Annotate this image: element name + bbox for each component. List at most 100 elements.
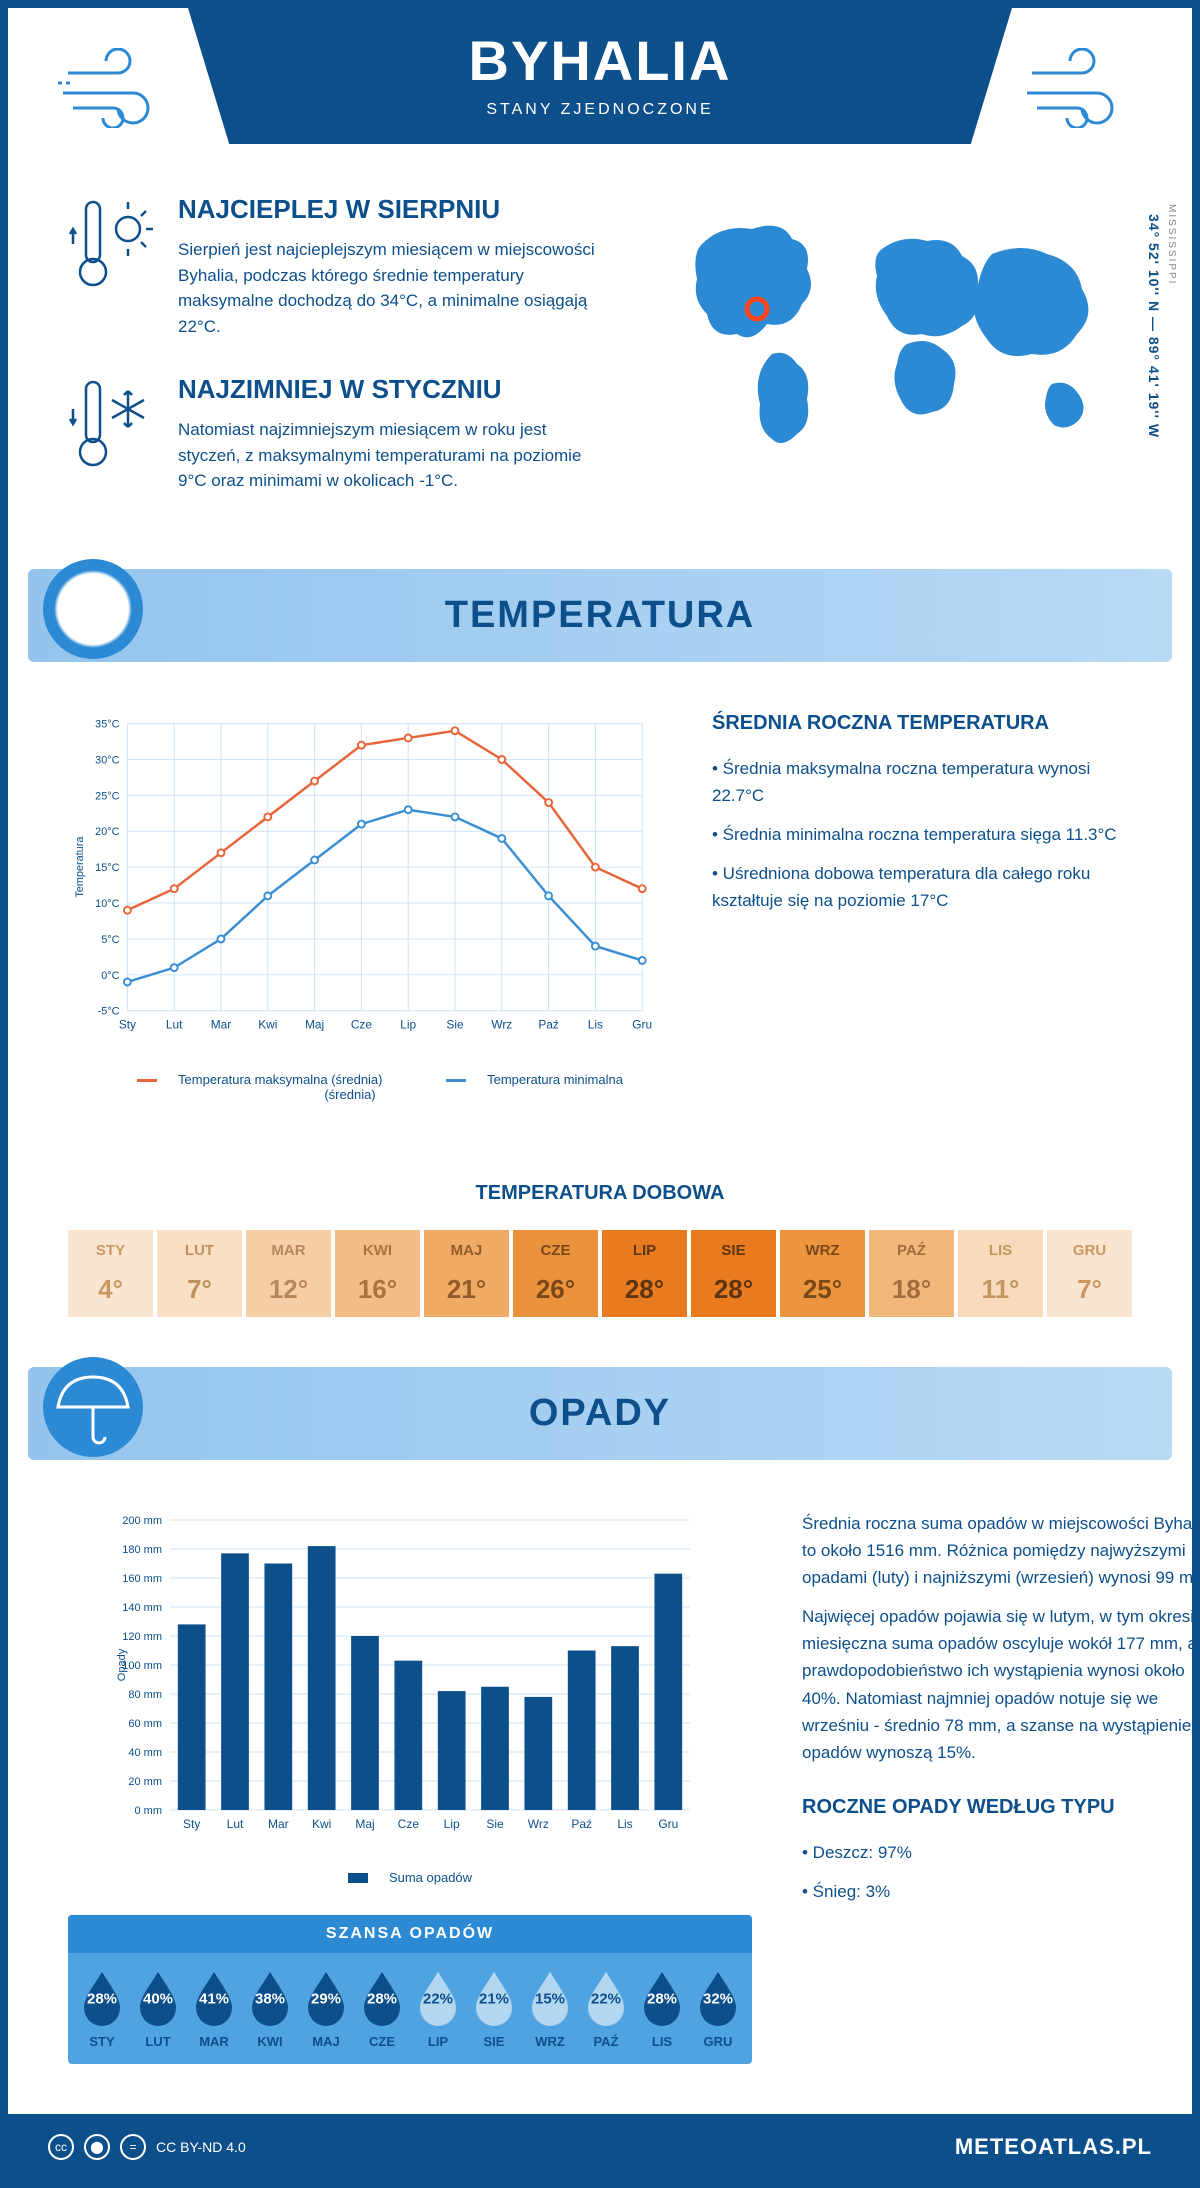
svg-text:0°C: 0°C xyxy=(101,969,119,981)
svg-text:Sty: Sty xyxy=(183,1817,200,1831)
svg-text:Sie: Sie xyxy=(446,1017,464,1031)
temperature-banner: TEMPERATURA xyxy=(28,569,1172,662)
daily-temp-title: TEMPERATURA DOBOWA xyxy=(68,1182,1132,1205)
sun-icon xyxy=(43,559,143,659)
svg-text:160 mm: 160 mm xyxy=(122,1573,162,1585)
precip-type: • Deszcz: 97% xyxy=(802,1839,1200,1866)
warmest-title: NAJCIEPLEJ W SIERPNIU xyxy=(178,194,612,225)
site-name: METEOATLAS.PL xyxy=(955,2134,1152,2160)
temp-cell: SIE28° xyxy=(691,1230,776,1317)
svg-text:Lut: Lut xyxy=(166,1017,183,1031)
temp-cell: KWI16° xyxy=(335,1230,420,1317)
svg-text:60 mm: 60 mm xyxy=(128,1718,162,1730)
svg-text:25°C: 25°C xyxy=(95,790,119,802)
svg-text:Mar: Mar xyxy=(211,1017,231,1031)
svg-text:Kwi: Kwi xyxy=(312,1817,331,1831)
thermometer-cold-icon xyxy=(68,374,158,474)
precip-type: • Śnieg: 3% xyxy=(802,1878,1200,1905)
world-map: MISSISSIPPI 34° 52' 10'' N — 89° 41' 19'… xyxy=(652,194,1132,529)
svg-text:15°C: 15°C xyxy=(95,862,119,874)
svg-text:Cze: Cze xyxy=(351,1017,373,1031)
precip-drop: 28%CZE xyxy=(358,1968,406,2049)
precip-type-title: ROCZNE OPADY WEDŁUG TYPU xyxy=(802,1796,1200,1819)
wind-icon xyxy=(58,48,178,128)
precip-drop: 22%PAŹ xyxy=(582,1968,630,2049)
svg-text:10°C: 10°C xyxy=(95,897,119,909)
precipitation-bar-chart: 0 mm20 mm40 mm60 mm80 mm100 mm120 mm140 … xyxy=(68,1510,752,1850)
svg-text:Paź: Paź xyxy=(538,1017,559,1031)
svg-text:Lis: Lis xyxy=(617,1817,632,1831)
svg-text:Mar: Mar xyxy=(268,1817,289,1831)
coldest-text: Natomiast najzimniejszym miesiącem w rok… xyxy=(178,417,612,494)
warmest-block: NAJCIEPLEJ W SIERPNIU Sierpień jest najc… xyxy=(68,194,612,339)
svg-text:Lut: Lut xyxy=(227,1817,244,1831)
precipitation-banner: OPADY xyxy=(28,1367,1172,1460)
svg-text:Temperatura: Temperatura xyxy=(74,835,86,897)
svg-text:Gru: Gru xyxy=(658,1817,678,1831)
svg-text:Lip: Lip xyxy=(444,1817,460,1831)
precipitation-chance-panel: SZANSA OPADÓW 28%STY40%LUT41%MAR38%KWI29… xyxy=(68,1915,752,2064)
avg-temp-title: ŚREDNIA ROCZNA TEMPERATURA xyxy=(712,712,1132,735)
temp-cell: WRZ25° xyxy=(780,1230,865,1317)
warmest-text: Sierpień jest najcieplejszym miesiącem w… xyxy=(178,237,612,339)
page-subtitle: STANY ZJEDNOCZONE xyxy=(188,101,1012,119)
svg-text:40 mm: 40 mm xyxy=(128,1747,162,1759)
temp-cell: MAR12° xyxy=(246,1230,331,1317)
svg-text:Gru: Gru xyxy=(632,1017,652,1031)
svg-text:0 mm: 0 mm xyxy=(135,1805,163,1817)
temp-cell: LIP28° xyxy=(602,1230,687,1317)
temp-bullet: • Uśredniona dobowa temperatura dla całe… xyxy=(712,860,1132,914)
svg-text:-5°C: -5°C xyxy=(98,1005,120,1017)
cc-icon: cc xyxy=(48,2134,74,2160)
by-icon: ⬤ xyxy=(84,2134,110,2160)
wind-icon xyxy=(1022,48,1142,128)
precip-drop: 32%GRU xyxy=(694,1968,742,2049)
temp-bullet: • Średnia minimalna roczna temperatura s… xyxy=(712,821,1132,848)
svg-text:Wrz: Wrz xyxy=(491,1017,512,1031)
thermometer-hot-icon xyxy=(68,194,158,294)
svg-text:180 mm: 180 mm xyxy=(122,1544,162,1556)
precipitation-legend: Suma opadów xyxy=(68,1870,752,1885)
svg-text:Maj: Maj xyxy=(305,1017,324,1031)
svg-text:20°C: 20°C xyxy=(95,826,119,838)
umbrella-icon xyxy=(43,1357,143,1457)
coordinates: 34° 52' 10'' N — 89° 41' 19'' W xyxy=(1146,214,1162,438)
svg-text:Lis: Lis xyxy=(588,1017,603,1031)
svg-text:100 mm: 100 mm xyxy=(122,1660,162,1672)
svg-text:Maj: Maj xyxy=(355,1817,374,1831)
precip-drop: 22%LIP xyxy=(414,1968,462,2049)
svg-text:Sty: Sty xyxy=(119,1017,136,1031)
temp-cell: MAJ21° xyxy=(424,1230,509,1317)
precip-drop: 40%LUT xyxy=(134,1968,182,2049)
temp-bullet: • Średnia maksymalna roczna temperatura … xyxy=(712,755,1132,809)
precip-drop: 41%MAR xyxy=(190,1968,238,2049)
svg-text:20 mm: 20 mm xyxy=(128,1776,162,1788)
coldest-title: NAJZIMNIEJ W STYCZNIU xyxy=(178,374,612,405)
coldest-block: NAJZIMNIEJ W STYCZNIU Natomiast najzimni… xyxy=(68,374,612,494)
svg-text:200 mm: 200 mm xyxy=(122,1515,162,1527)
precip-para-2: Najwięcej opadów pojawia się w lutym, w … xyxy=(802,1603,1200,1766)
page-title: BYHALIA xyxy=(188,28,1012,93)
temp-cell: GRU7° xyxy=(1047,1230,1132,1317)
page-header: BYHALIA STANY ZJEDNOCZONE xyxy=(188,8,1012,144)
svg-text:140 mm: 140 mm xyxy=(122,1602,162,1614)
temp-cell: PAŹ18° xyxy=(869,1230,954,1317)
daily-temp-grid: STY4°LUT7°MAR12°KWI16°MAJ21°CZE26°LIP28°… xyxy=(68,1230,1132,1317)
precip-drop: 29%MAJ xyxy=(302,1968,350,2049)
license-text: CC BY-ND 4.0 xyxy=(156,2139,246,2155)
precip-drop: 15%WRZ xyxy=(526,1968,574,2049)
nd-icon: = xyxy=(120,2134,146,2160)
svg-text:Opady: Opady xyxy=(116,1648,128,1681)
precip-drop: 38%KWI xyxy=(246,1968,294,2049)
temp-cell: STY4° xyxy=(68,1230,153,1317)
temp-cell: LUT7° xyxy=(157,1230,242,1317)
region-label: MISSISSIPPI xyxy=(1166,204,1177,285)
svg-text:Cze: Cze xyxy=(398,1817,420,1831)
svg-text:30°C: 30°C xyxy=(95,754,119,766)
svg-text:35°C: 35°C xyxy=(95,718,119,730)
precip-drop: 21%SIE xyxy=(470,1968,518,2049)
svg-text:5°C: 5°C xyxy=(101,933,119,945)
svg-text:80 mm: 80 mm xyxy=(128,1689,162,1701)
page-footer: cc ⬤ = CC BY-ND 4.0 METEOATLAS.PL xyxy=(8,2114,1192,2180)
temperature-legend: Temperatura maksymalna (średnia) Tempera… xyxy=(68,1072,662,1102)
